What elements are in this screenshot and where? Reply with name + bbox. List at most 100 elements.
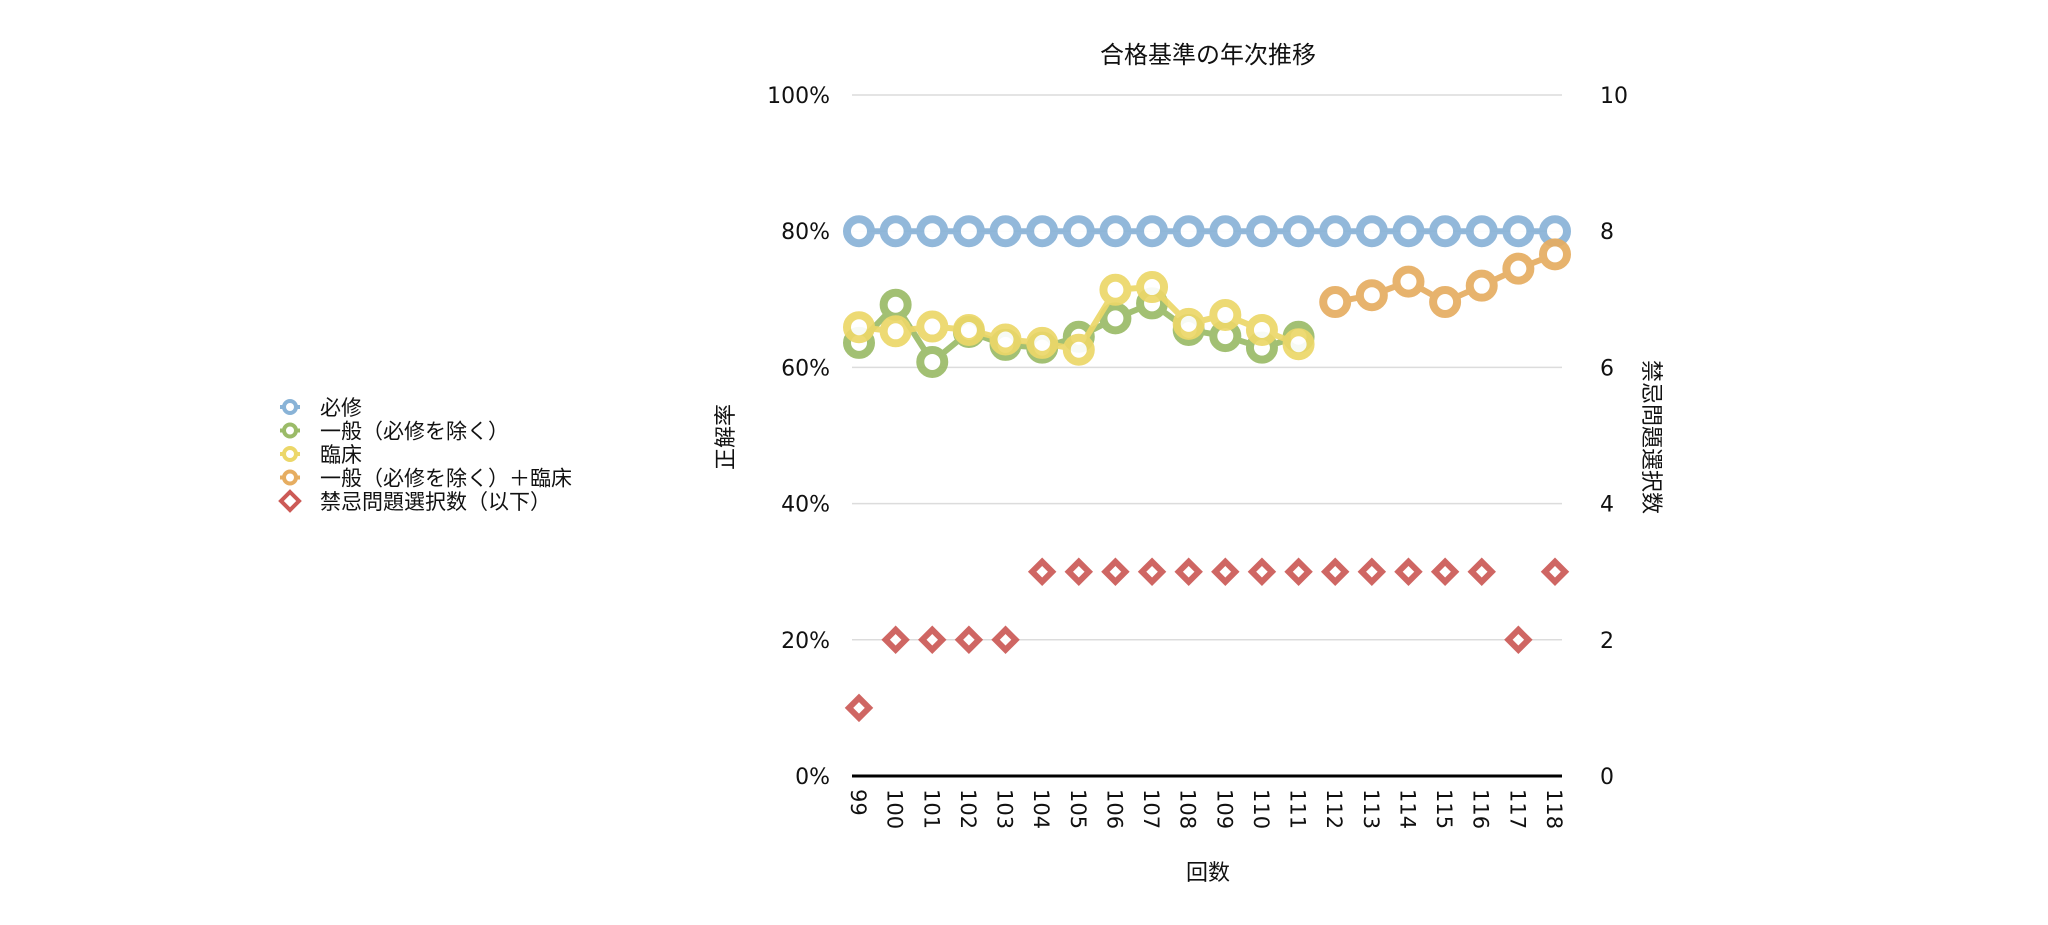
y2-tick-label: 6 <box>1600 356 1614 381</box>
data-point <box>1209 215 1242 248</box>
data-point <box>1062 333 1095 366</box>
series-3 <box>1319 238 1571 319</box>
x-tick-label: 111 <box>1286 789 1310 829</box>
data-point <box>1355 215 1388 248</box>
x-tick-label: 118 <box>1542 789 1566 829</box>
data-point <box>1467 557 1496 586</box>
x-tick-label: 104 <box>1029 789 1053 829</box>
series-2 <box>843 271 1315 366</box>
x-axis-title: 回数 <box>1186 861 1230 886</box>
x-tick-label: 109 <box>1212 789 1236 829</box>
data-point <box>952 215 985 248</box>
data-point <box>1172 307 1205 340</box>
data-point <box>1062 215 1095 248</box>
data-point <box>954 625 984 655</box>
data-point <box>1465 215 1498 248</box>
y2-tick-label: 10 <box>1600 84 1628 109</box>
data-point <box>879 315 912 348</box>
x-tick-label: 100 <box>883 789 907 829</box>
legend-label: 一般（必修を除く） <box>320 420 509 444</box>
data-point <box>844 693 874 723</box>
x-tick-label: 103 <box>993 789 1017 829</box>
legend-marker-diamond <box>278 489 302 513</box>
y2-tick-label: 4 <box>1600 493 1614 518</box>
x-tick-label: 113 <box>1359 789 1383 829</box>
data-point <box>1172 215 1205 248</box>
y-tick-label: 20% <box>781 629 830 654</box>
y-tick-label: 40% <box>781 493 830 518</box>
data-point <box>1429 286 1462 319</box>
data-point <box>1211 557 1240 586</box>
legend-marker-circle <box>282 446 298 462</box>
data-point <box>1026 326 1059 359</box>
y-tick-label: 60% <box>781 356 830 381</box>
data-point <box>1502 252 1535 285</box>
data-point <box>1539 238 1571 271</box>
x-tick-label: 106 <box>1102 789 1126 829</box>
data-point <box>1392 215 1425 248</box>
y2-tick-label: 0 <box>1600 765 1614 790</box>
data-point <box>1355 279 1388 312</box>
legend-label: 禁忌問題選択数（以下） <box>320 490 551 514</box>
data-point <box>1282 328 1315 361</box>
x-tick-label: 102 <box>956 789 980 829</box>
data-point <box>1465 269 1498 302</box>
data-point <box>1136 215 1169 248</box>
data-point <box>916 345 949 378</box>
data-point <box>918 625 947 655</box>
data-point <box>989 215 1022 248</box>
x-tick-label: 116 <box>1469 789 1493 829</box>
data-point <box>843 311 875 344</box>
data-point <box>991 625 1020 655</box>
y-axis-ticks: 0% 20% 40% 60% 80% 100% <box>767 84 830 790</box>
data-point <box>989 323 1022 356</box>
data-point <box>1392 265 1425 298</box>
x-tick-label: 117 <box>1505 789 1529 829</box>
data-point <box>1429 215 1462 248</box>
legend-label: 臨床 <box>320 443 362 467</box>
x-tick-label: 112 <box>1322 789 1346 829</box>
data-point <box>1357 557 1387 586</box>
x-tick-label: 115 <box>1432 789 1456 829</box>
y-axis-title: 正解率 <box>714 404 739 470</box>
data-point <box>1099 273 1132 306</box>
data-point <box>1540 557 1570 586</box>
data-point <box>1209 298 1242 331</box>
data-point <box>1136 271 1169 304</box>
data-point <box>1394 557 1423 586</box>
data-point <box>1137 557 1167 586</box>
data-point <box>1319 286 1352 319</box>
data-point <box>1064 557 1094 586</box>
data-point <box>1027 557 1057 586</box>
data-point <box>1026 215 1059 248</box>
gridlines <box>852 94 1562 778</box>
data-point <box>952 313 985 346</box>
series-layer <box>843 215 1571 723</box>
y2-tick-label: 8 <box>1600 220 1614 245</box>
x-tick-label: 110 <box>1249 789 1273 829</box>
x-tick-label: 99 <box>846 789 870 816</box>
y-tick-label: 0% <box>795 765 830 790</box>
data-point <box>1099 215 1132 248</box>
data-point <box>879 215 912 248</box>
x-tick-label: 108 <box>1176 789 1200 829</box>
legend-marker-circle <box>282 399 298 415</box>
data-point <box>1282 215 1315 248</box>
data-point <box>916 215 949 248</box>
chart-title: 合格基準の年次推移 <box>1100 41 1316 69</box>
data-point <box>879 288 912 321</box>
data-point <box>1319 215 1352 248</box>
data-point <box>1284 557 1313 586</box>
data-point <box>1245 215 1278 248</box>
x-tick-label: 107 <box>1139 789 1163 829</box>
data-point <box>1320 557 1350 586</box>
data-point <box>1430 557 1460 586</box>
data-point <box>1504 625 1533 655</box>
series-4 <box>844 557 1570 723</box>
x-tick-label: 114 <box>1395 789 1419 829</box>
legend-marker-circle <box>282 422 298 439</box>
y-tick-label: 100% <box>767 84 830 109</box>
y2-axis-title: 禁忌問題選択数 <box>1638 360 1663 514</box>
